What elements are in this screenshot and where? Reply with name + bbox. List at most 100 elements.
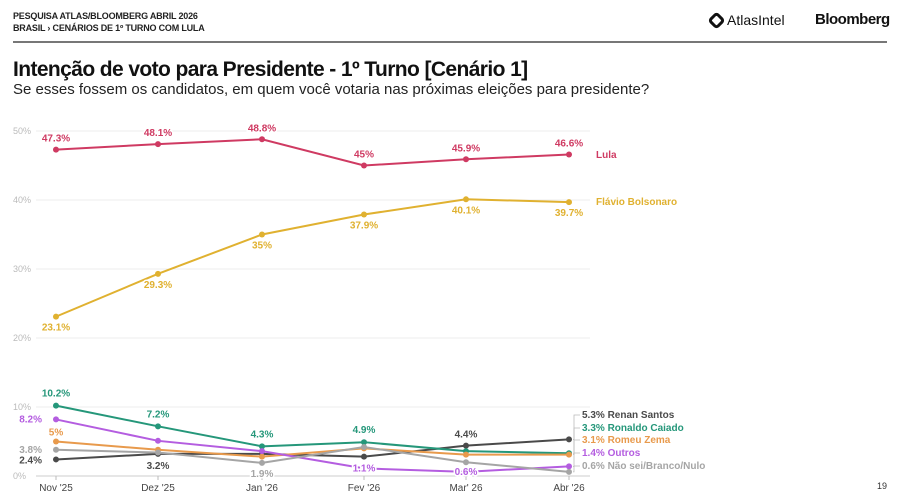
label-connector xyxy=(573,452,580,467)
x-tick-label: Jan '26 xyxy=(246,483,278,494)
atlasintel-wordmark: AtlasIntel xyxy=(727,12,785,28)
data-point xyxy=(361,453,367,460)
series-line-lula xyxy=(55,138,570,167)
series-line-renan-santos xyxy=(55,438,570,461)
data-label: 35% xyxy=(252,241,272,252)
survey-name: PESQUISA ATLAS/BLOOMBERG ABRIL 2026 xyxy=(13,11,198,21)
series-end-label: Lula xyxy=(596,150,617,161)
data-point xyxy=(361,465,367,472)
data-point xyxy=(361,211,367,218)
chart-subtitle: Se esses fossem os candidatos, em quem v… xyxy=(13,81,650,98)
label-connector xyxy=(573,439,580,456)
data-point xyxy=(566,436,572,443)
data-label: 7.2% xyxy=(147,409,170,420)
data-point xyxy=(566,468,572,475)
series-line-romeu-zema xyxy=(55,440,569,458)
data-label: 4.3% xyxy=(251,429,274,440)
series-end-label: Flávio Bolsonaro xyxy=(596,197,677,208)
data-label: 1.9% xyxy=(251,469,274,480)
data-point xyxy=(259,136,265,143)
series-end-label: 0.6% Não sei/Branco/Nulo xyxy=(582,461,705,472)
label-connector xyxy=(573,465,580,473)
data-label: 4.4% xyxy=(455,430,478,441)
data-point xyxy=(463,468,469,475)
data-point xyxy=(463,451,469,458)
x-tick-label: Nov '25 xyxy=(39,483,73,494)
data-point xyxy=(53,438,59,445)
data-label: 46.6% xyxy=(555,138,583,149)
data-point xyxy=(566,463,572,470)
data-label: 0.6% xyxy=(455,467,478,478)
series-end-label: 1.4% Outros xyxy=(582,448,641,459)
x-tick-label: Fev '26 xyxy=(348,483,381,494)
y-tick-label: 30% xyxy=(13,264,31,274)
data-label: 2.4% xyxy=(19,455,42,466)
y-tick-label: 50% xyxy=(13,126,31,136)
x-tick-label: Dez '25 xyxy=(141,483,175,494)
data-point xyxy=(259,459,265,466)
data-point xyxy=(566,151,572,158)
data-label: 45.9% xyxy=(452,143,480,154)
y-tick-label: 20% xyxy=(13,333,31,343)
data-point xyxy=(155,270,161,277)
data-point xyxy=(53,313,59,320)
data-label: 4.9% xyxy=(353,425,376,436)
data-label: 48.8% xyxy=(248,123,276,134)
data-point xyxy=(463,196,469,203)
data-label: 48.1% xyxy=(144,128,172,139)
data-point xyxy=(566,451,572,458)
data-point xyxy=(361,162,367,169)
data-label: 29.3% xyxy=(144,280,172,291)
data-label: 39.7% xyxy=(555,208,583,219)
data-point xyxy=(463,459,469,466)
data-label: 23.1% xyxy=(42,323,70,334)
label-connector xyxy=(573,414,580,440)
atlasintel-logo: AtlasIntel xyxy=(707,10,785,30)
series-end-label: 5.3% Renan Santos xyxy=(582,410,675,421)
breadcrumb: BRASIL › CENÁRIOS DE 1º TURNO COM LULA xyxy=(13,23,205,33)
series-end-label: 3.1% Romeu Zema xyxy=(582,435,671,446)
y-tick-label: 10% xyxy=(13,402,31,412)
data-point xyxy=(155,141,161,148)
data-point xyxy=(53,146,59,153)
page-number: 19 xyxy=(876,481,887,491)
series-end-label: 3.3% Ronaldo Caiado xyxy=(582,423,684,434)
data-point xyxy=(259,231,265,238)
series-line-n-o-sei-branco-nulo xyxy=(55,446,570,473)
bloomberg-logo: Bloomberg xyxy=(815,11,890,28)
data-label: 5% xyxy=(49,428,64,439)
header-divider xyxy=(13,41,887,43)
data-label: 1.1% xyxy=(353,463,376,474)
x-tick-label: Mar' 26 xyxy=(449,483,482,494)
data-point xyxy=(53,456,59,463)
data-point xyxy=(463,156,469,163)
data-point xyxy=(361,439,367,446)
data-label: 3.8% xyxy=(19,445,42,456)
data-label: 37.9% xyxy=(350,220,378,231)
data-point xyxy=(155,449,161,456)
data-point xyxy=(566,199,572,206)
data-label: 10.2% xyxy=(42,389,70,400)
data-label: 45% xyxy=(354,150,374,161)
data-label: 40.1% xyxy=(452,205,480,216)
data-point xyxy=(259,453,265,460)
data-point xyxy=(53,402,59,409)
data-point xyxy=(53,416,59,423)
data-point xyxy=(259,448,265,455)
y-tick-label: 40% xyxy=(13,195,31,205)
data-point xyxy=(463,442,469,449)
data-point xyxy=(259,443,265,450)
data-point xyxy=(53,446,59,453)
data-label: 8.2% xyxy=(19,414,42,425)
data-label: 47.3% xyxy=(42,134,70,145)
data-point xyxy=(155,423,161,430)
data-label: 3.2% xyxy=(147,461,170,472)
y-tick-label: 0% xyxy=(13,471,26,481)
x-tick-label: Abr '26 xyxy=(553,483,585,494)
series-line-ronaldo-caiado xyxy=(55,404,570,455)
data-point xyxy=(361,444,367,451)
series-line-outros xyxy=(55,418,570,473)
series-line-fl-vio-bolsonaro xyxy=(55,198,570,318)
